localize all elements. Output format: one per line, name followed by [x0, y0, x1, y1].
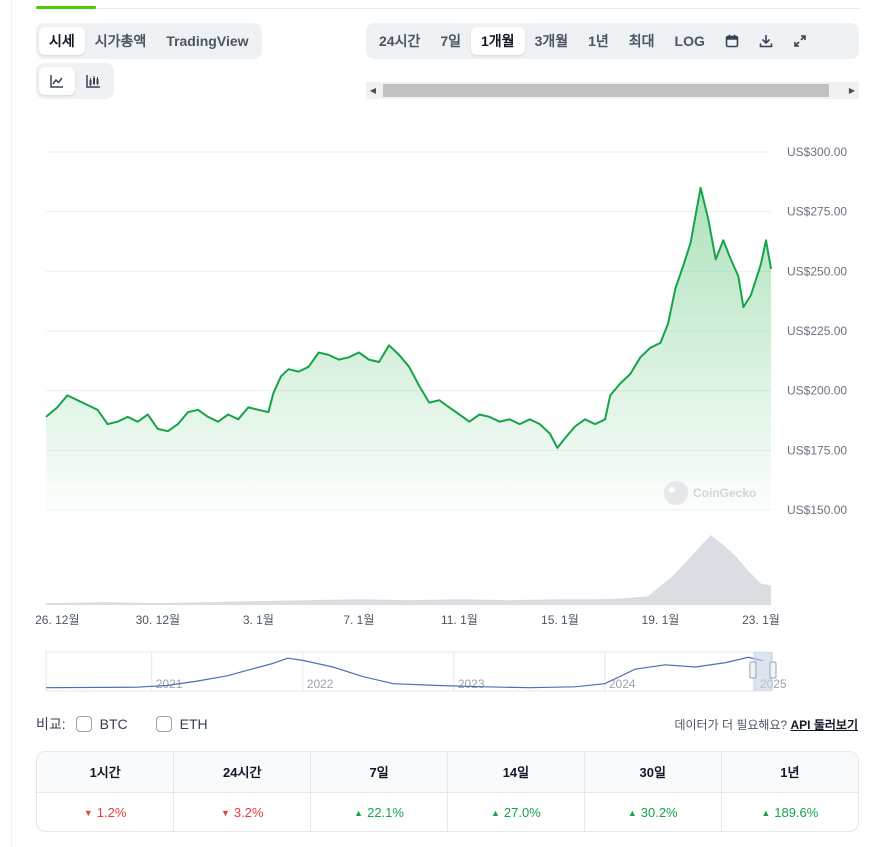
timeframe-7d[interactable]: 7일: [440, 33, 462, 49]
timeframe-log[interactable]: LOG: [674, 33, 705, 49]
tab-price[interactable]: 시세: [39, 27, 85, 55]
perf-value-cell: ▲ 22.1%: [310, 792, 448, 831]
expand-icon[interactable]: [783, 27, 817, 55]
compare-label: 비교:: [36, 716, 66, 732]
volume-area: [46, 535, 771, 605]
tab-market-cap[interactable]: 시가총액: [94, 33, 147, 49]
perf-value: 22.1%: [367, 804, 404, 820]
perf-header-1h: 1시간: [37, 752, 175, 793]
x-tick-label: 7. 1월: [343, 613, 374, 627]
caret-up-icon: ▲: [761, 807, 771, 818]
timeframe-selector: 24시간 7일 1개월 3개월 1년 최대 LOG: [366, 23, 859, 59]
compare-eth-label[interactable]: ETH: [179, 716, 208, 732]
api-link[interactable]: API 둘러보기: [790, 718, 859, 732]
x-tick-label: 19. 1월: [642, 613, 680, 627]
tab-underline-rule: [36, 8, 859, 9]
y-tick-label: US$150.00: [787, 503, 847, 517]
performance-table: 1시간 24시간 7일 14일 30일 1년 ▼ 1.2% ▼ 3.2% ▲ 22.1% ▲…: [36, 751, 859, 832]
perf-value-cell: ▲ 27.0%: [447, 792, 585, 831]
caret-down-icon: ▼: [83, 807, 93, 818]
perf-header-1y: 1년: [721, 752, 858, 793]
api-note: 데이터가 더 필요해요? API 둘러보기: [674, 716, 858, 733]
caret-up-icon: ▲: [491, 807, 500, 818]
navigator-year-label: 2024: [609, 677, 636, 691]
timeframe-1m[interactable]: 1개월: [471, 27, 525, 55]
x-tick-label: 23. 1월: [742, 613, 780, 627]
scroll-left-arrow[interactable]: ◀: [369, 86, 377, 95]
navigator-handle[interactable]: [769, 661, 777, 679]
scrollbar-thumb[interactable]: [383, 84, 829, 97]
perf-header-30d: 30일: [584, 752, 722, 793]
perf-value: 30.2%: [640, 804, 678, 820]
price-area: [45, 186, 772, 511]
y-tick-label: US$275.00: [787, 205, 847, 219]
navigator-selection[interactable]: [752, 652, 773, 691]
volume-series: [46, 535, 771, 605]
navigator-line: [45, 656, 764, 689]
caret-up-icon: ▲: [627, 807, 637, 818]
timeframe-3m[interactable]: 3개월: [534, 33, 569, 49]
perf-value-cell: ▲ 189.6%: [721, 792, 858, 831]
x-axis-ticks: 26. 12월 30. 12월 3. 1월 7. 1월 11. 1월 15. 1월 19. …: [35, 613, 780, 627]
perf-value-cell: ▲ 30.2%: [584, 792, 722, 831]
navigator-handle[interactable]: [749, 661, 757, 679]
perf-header-24h: 24시간: [173, 752, 312, 793]
price-chart[interactable]: US$300.00 US$275.00 US$250.00 US$225.00 US$2…: [0, 0, 869, 700]
x-tick-label: 11. 1월: [441, 613, 478, 627]
y-tick-label: US$250.00: [787, 264, 847, 278]
compare-row: 비교: BTC ETH: [36, 714, 208, 734]
timeframe-max[interactable]: 최대: [628, 33, 655, 49]
perf-value: 3.2%: [233, 804, 264, 820]
perf-value-cell: ▼ 1.2%: [37, 792, 175, 831]
x-tick-label: 15. 1월: [541, 613, 579, 627]
price-area-fill: [46, 187, 771, 511]
timeframe-scrollbar[interactable]: ◀ ▶: [366, 82, 859, 99]
coingecko-watermark: CoinGecko: [664, 481, 756, 505]
caret-up-icon: ▲: [354, 807, 364, 818]
perf-value: 27.0%: [503, 804, 541, 820]
perf-values-row: ▼ 1.2% ▼ 3.2% ▲ 22.1% ▲ 27.0% ▲ 30.2% ▲ 189.6%: [37, 792, 858, 831]
caret-down-icon: ▼: [220, 807, 230, 818]
line-chart-icon[interactable]: [39, 67, 75, 95]
chart-type-toggle: [36, 63, 114, 99]
y-tick-label: US$300.00: [787, 145, 847, 159]
navigator-year-label: 2021: [156, 677, 183, 691]
compare-eth-checkbox[interactable]: [155, 716, 172, 732]
download-icon[interactable]: [749, 27, 783, 55]
timeframe-1y[interactable]: 1년: [588, 33, 609, 49]
page-border: [11, 0, 12, 847]
navigator-year-label: 2023: [458, 677, 485, 691]
x-tick-label: 26. 12월: [35, 613, 79, 627]
compare-btc-checkbox[interactable]: [75, 716, 92, 732]
y-axis-ticks: US$300.00 US$275.00 US$250.00 US$225.00 US$2…: [787, 145, 847, 517]
perf-value: 1.2%: [96, 804, 127, 820]
compare-btc-label[interactable]: BTC: [99, 716, 128, 732]
timeframe-24h[interactable]: 24시간: [379, 33, 421, 49]
calendar-icon[interactable]: [715, 27, 749, 55]
x-tick-label: 3. 1월: [243, 613, 274, 627]
perf-value: 189.6%: [774, 804, 819, 820]
candlestick-icon[interactable]: [75, 67, 111, 95]
range-navigator[interactable]: 2021 2022 2023 2024 2025: [45, 651, 787, 692]
svg-text:CoinGecko: CoinGecko: [693, 486, 756, 500]
perf-value-cell: ▼ 3.2%: [173, 792, 312, 831]
scroll-right-arrow[interactable]: ▶: [848, 86, 856, 95]
y-tick-label: US$225.00: [787, 324, 847, 338]
active-tab-indicator: [36, 6, 96, 9]
navigator-year-label: 2022: [307, 677, 334, 691]
perf-header-14d: 14일: [447, 752, 585, 793]
tab-tradingview[interactable]: TradingView: [166, 33, 249, 49]
perf-header-7d: 7일: [310, 752, 448, 793]
price-line: [45, 186, 772, 449]
y-tick-label: US$175.00: [787, 443, 847, 457]
y-tick-label: US$200.00: [787, 384, 847, 398]
view-tabs: 시세 시가총액 TradingView: [36, 23, 262, 59]
x-tick-label: 30. 12월: [136, 613, 180, 627]
api-note-text: 데이터가 더 필요해요?: [674, 718, 788, 732]
